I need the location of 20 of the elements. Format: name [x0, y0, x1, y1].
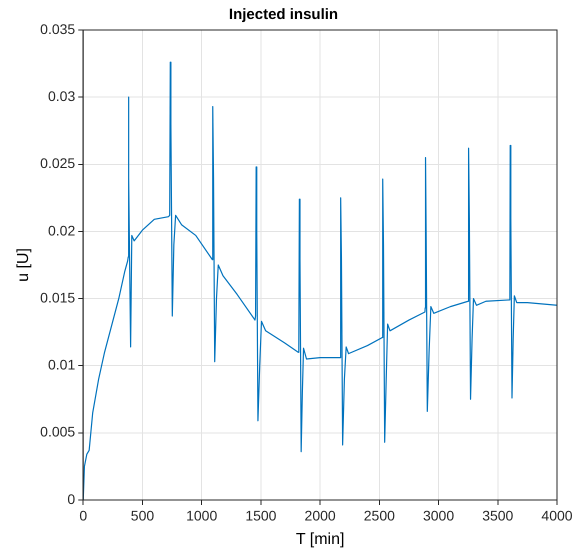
x-tick-label: 2500 [364, 507, 396, 524]
y-tick-label: 0.03 [48, 88, 76, 104]
y-tick-label: 0.01 [48, 356, 76, 373]
y-tick-label: 0.015 [40, 289, 76, 306]
x-tick-label: 0 [79, 507, 88, 524]
x-tick-label: 1500 [245, 507, 277, 524]
y-tick-label: 0.035 [40, 20, 76, 37]
x-tick-label: 3500 [482, 507, 514, 524]
x-tick-label: 1000 [186, 507, 218, 524]
x-tick-label: 3000 [422, 507, 454, 524]
y-tick-label: 0 [67, 490, 76, 507]
x-tick-label: 500 [130, 507, 154, 524]
y-tick-label: 0.02 [48, 222, 76, 238]
y-tick-label: 0.025 [40, 155, 76, 172]
x-tick-label: 4000 [541, 507, 573, 524]
y-axis-title: u [U] [15, 248, 32, 282]
y-tick-label: 0.005 [40, 424, 76, 440]
x-tick-label: 2000 [304, 507, 336, 524]
x-axis-title: T [min] [296, 530, 344, 548]
chart-title: Injected insulin [228, 6, 338, 24]
